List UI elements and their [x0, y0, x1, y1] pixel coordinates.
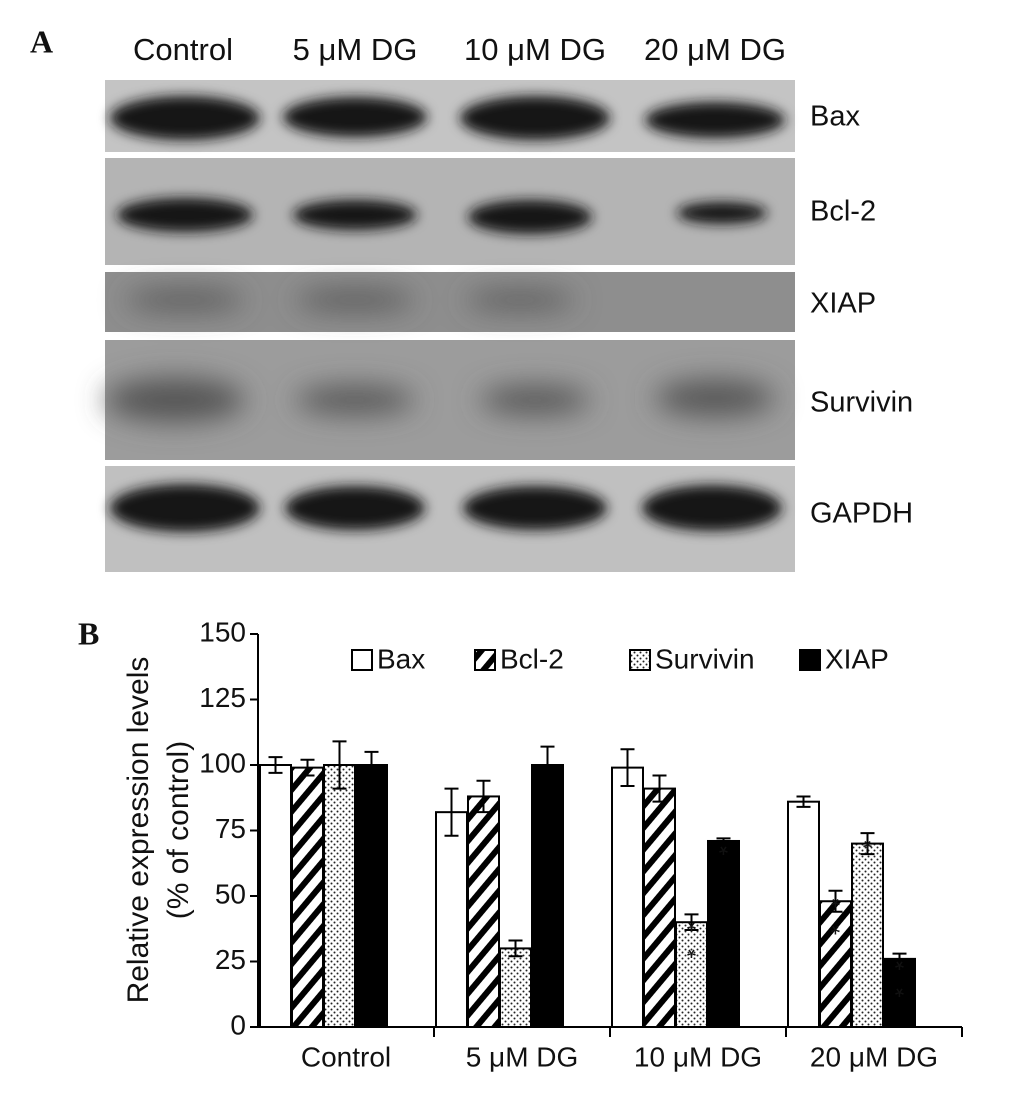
y-tick-label: 0: [230, 1009, 246, 1040]
error-bar: [620, 748, 635, 787]
error-bar: [332, 740, 347, 790]
legend-swatch: [629, 649, 651, 671]
legend-swatch: [474, 649, 496, 671]
bar: [323, 764, 356, 1028]
bar: [531, 764, 564, 1028]
error-bar: [828, 889, 843, 913]
band-label: Bcl-2: [810, 196, 876, 228]
error-bar: [508, 939, 523, 958]
bar: [435, 811, 468, 1028]
legend-label: Bax: [377, 643, 425, 674]
legend-label: Survivin: [655, 643, 755, 674]
legend-swatch: [799, 649, 821, 671]
significance-mark: **: [822, 885, 849, 939]
band-label: XIAP: [810, 288, 876, 320]
error-bar: [652, 774, 667, 803]
bar: [643, 787, 676, 1029]
bar: [851, 842, 884, 1028]
legend-swatch: [351, 649, 373, 671]
error-bar: [796, 795, 811, 808]
western-blot: [105, 80, 795, 572]
legend-label: XIAP: [825, 643, 889, 674]
lane-label: 10 μM DG: [464, 32, 606, 67]
band-label: Survivin: [810, 387, 913, 419]
significance-mark: *: [710, 832, 737, 859]
y-tick-label: 100: [199, 747, 246, 778]
lane-label: 20 μM DG: [644, 32, 786, 67]
x-tick-label: 10 μM DG: [634, 1041, 762, 1072]
y-tick-label: 125: [199, 682, 246, 713]
error-bar: [540, 745, 555, 785]
bar: [787, 800, 820, 1028]
band-label: Bax: [810, 101, 860, 133]
error-bar: [476, 779, 491, 814]
bar: [883, 957, 916, 1029]
y-tick-label: 50: [215, 878, 246, 909]
panel-label: B: [78, 615, 99, 651]
error-bar: [300, 758, 315, 777]
lane-label: 5 μM DG: [293, 32, 418, 67]
error-bar: [860, 832, 875, 856]
error-bar: [364, 750, 379, 780]
x-tick-label: Control: [301, 1041, 391, 1072]
bar: [819, 900, 852, 1028]
legend-label: Bcl-2: [500, 643, 564, 674]
bar: [259, 764, 292, 1028]
panel-label: A: [30, 23, 53, 59]
error-bar: [892, 952, 907, 966]
band-label: GAPDH: [810, 498, 913, 530]
bar: [707, 839, 740, 1028]
y-tick-label: 75: [215, 813, 246, 844]
bar: [467, 795, 500, 1028]
lane-label: Control: [133, 32, 233, 67]
significance-mark: *: [854, 827, 881, 854]
y-axis-label: (% of control): [162, 741, 195, 919]
bar: [611, 766, 644, 1028]
bar: [291, 766, 324, 1028]
significance-mark: **: [678, 908, 705, 962]
y-tick-label: 25: [215, 944, 246, 975]
x-tick-label: 5 μM DG: [466, 1041, 579, 1072]
bar: [355, 764, 388, 1028]
error-bar: [716, 837, 731, 845]
significance-mark: **: [886, 948, 913, 1002]
bar: [499, 947, 532, 1029]
bar: [675, 921, 708, 1029]
x-tick-label: 20 μM DG: [810, 1041, 938, 1072]
y-tick-label: 150: [199, 616, 246, 647]
error-bar: [444, 787, 459, 837]
y-axis-label: Relative expression levels: [122, 657, 155, 1004]
error-bar: [268, 756, 283, 774]
error-bar: [684, 913, 699, 932]
